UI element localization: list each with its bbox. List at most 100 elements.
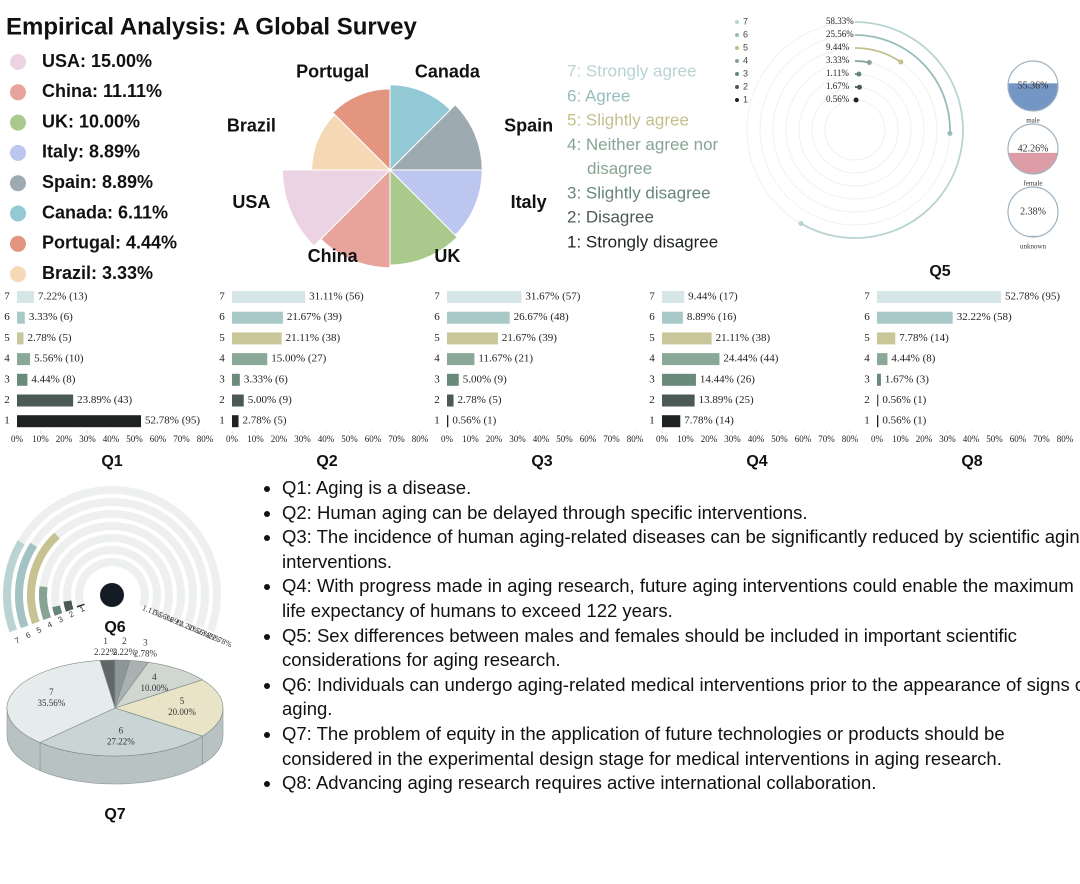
- x-tick-label: 80%: [1057, 434, 1074, 444]
- value-label: 13.89% (25): [699, 394, 754, 406]
- chart-title: Q7: [104, 806, 125, 823]
- category-label: 5: [180, 696, 185, 706]
- value-label: 5.00% (9): [248, 394, 292, 406]
- bar-end: [947, 130, 953, 136]
- x-tick-label: 80%: [627, 434, 644, 444]
- category-label: 5: [743, 42, 748, 52]
- value-label: 5.56% (10): [34, 353, 84, 365]
- category-label: 6: [864, 311, 870, 323]
- legend-dot: [735, 85, 739, 89]
- category-label: 6: [219, 311, 225, 323]
- legend-swatch: [10, 235, 26, 252]
- x-tick-label: 50%: [126, 434, 143, 444]
- x-tick-label: 80%: [842, 434, 859, 444]
- bar: [877, 373, 881, 386]
- value-label: 4.44% (8): [891, 353, 935, 365]
- value-label: 52.78% (95): [1005, 291, 1060, 303]
- x-tick-label: 40%: [748, 434, 765, 444]
- category-label: 1: [864, 415, 870, 427]
- note: Q8: Advancing aging research requires ac…: [282, 771, 1080, 796]
- bar: [447, 394, 454, 407]
- value-label: 0.56% (1): [452, 415, 496, 427]
- value-label: 0.56% (1): [882, 415, 926, 427]
- value-label: 31.67% (57): [525, 291, 580, 303]
- track: [772, 47, 938, 213]
- legend-swatch: [10, 54, 26, 70]
- category-label: 6: [434, 311, 440, 323]
- x-tick-label: 10%: [32, 434, 49, 444]
- radial-bar: [800, 21, 964, 239]
- track: [746, 21, 964, 239]
- category-label: 3: [57, 614, 65, 624]
- x-tick-label: 0%: [871, 434, 884, 444]
- category-label: 3: [434, 373, 440, 385]
- value-label: 11.67% (21): [478, 353, 533, 365]
- value-label: 2.78% (5): [458, 394, 502, 406]
- radial-bar: [854, 34, 951, 134]
- bar: [232, 311, 283, 324]
- bar-end: [857, 84, 863, 90]
- x-tick-label: 70%: [173, 434, 190, 444]
- x-tick-label: 20%: [486, 434, 503, 444]
- scale-label: 7: Strongly agree: [567, 61, 696, 80]
- category-label: 1: [103, 636, 108, 646]
- value-label: 25.56%: [826, 29, 854, 39]
- value-label: 3.33%: [826, 55, 850, 65]
- legend-dot: [735, 98, 739, 102]
- category-label: 4: [743, 55, 748, 65]
- legend-swatch: [10, 144, 26, 161]
- legend-dot: [735, 33, 739, 37]
- bar: [877, 353, 888, 366]
- category-label: 7: [649, 291, 655, 303]
- country-label: Spain: [504, 115, 553, 135]
- x-tick-label: 0%: [11, 434, 24, 444]
- x-tick-label: 10%: [247, 434, 264, 444]
- note: Q6: Individuals can undergo aging-relate…: [282, 673, 1080, 722]
- bar: [662, 311, 683, 324]
- category-label: 7: [4, 291, 10, 303]
- radial-bar: [15, 542, 38, 629]
- track: [785, 60, 925, 200]
- value-label: 5.00% (9): [463, 373, 507, 385]
- bar: [662, 353, 720, 366]
- scale-label: 5: Slightly agree: [567, 110, 689, 129]
- country-label: Italy: [511, 192, 547, 212]
- bar: [877, 415, 879, 428]
- x-tick-label: 0%: [226, 434, 239, 444]
- bar: [232, 415, 239, 428]
- category-label: 7: [743, 16, 748, 26]
- x-tick-label: 10%: [677, 434, 694, 444]
- legend-label: Canada: 6.11%: [42, 202, 168, 222]
- value-label: 21.67% (39): [502, 332, 557, 344]
- value-label: 27.22%: [107, 737, 135, 747]
- value-label: 2.78%: [134, 649, 158, 659]
- value-label: 7.78% (14): [684, 415, 734, 427]
- value-label: 7.22% (13): [38, 291, 88, 303]
- category-label: 4: [864, 353, 870, 365]
- gauge-outline: [1007, 60, 1059, 112]
- x-tick-label: 70%: [1033, 434, 1050, 444]
- value-label: 3.33% (6): [29, 311, 73, 323]
- radial-bar: [3, 540, 25, 633]
- bar: [447, 353, 475, 366]
- category-label: 1: [649, 415, 655, 427]
- bar: [232, 353, 268, 366]
- legend-dot: [735, 72, 739, 76]
- legend-label: Italy: 8.89%: [42, 142, 140, 162]
- chart-title: Q2: [316, 453, 337, 470]
- country-slice: [331, 88, 391, 172]
- bar: [232, 373, 240, 386]
- note: Q7: The problem of equity in the applica…: [282, 722, 1080, 771]
- bar: [662, 291, 685, 303]
- category-label: 2: [67, 609, 75, 619]
- category-label: 6: [4, 311, 10, 323]
- value-label: 3.33% (6): [244, 373, 288, 385]
- note: Q1: Aging is a disease.: [282, 476, 1080, 501]
- legend-swatch: [10, 175, 26, 192]
- country-slice: [311, 113, 392, 171]
- value-label: 2.22%: [94, 647, 118, 657]
- x-tick-label: 30%: [724, 434, 741, 444]
- x-tick-label: 70%: [388, 434, 405, 444]
